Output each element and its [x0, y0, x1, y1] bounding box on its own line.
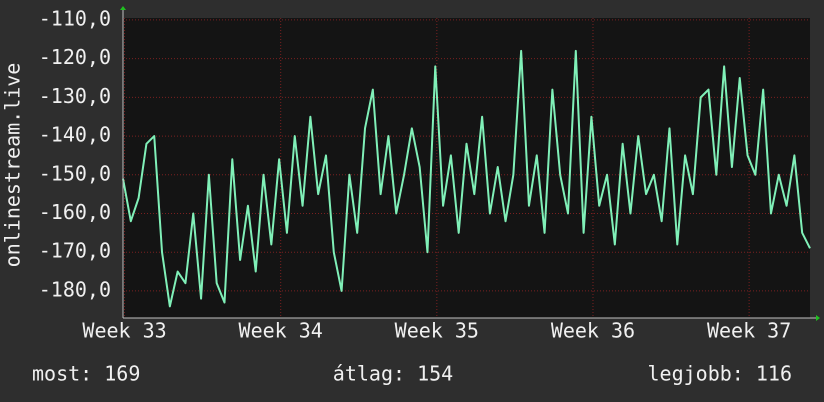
- x-tick-label: Week 34: [239, 319, 323, 343]
- y-tick-label: -140,0: [39, 123, 111, 147]
- x-tick-label: Week 35: [395, 319, 479, 343]
- footer-stat: átlag: 154: [333, 362, 453, 386]
- axis-arrow: [120, 6, 126, 10]
- footer-stat: most: 169: [32, 362, 140, 386]
- x-tick-label: Week 33: [82, 319, 166, 343]
- y-axis-label: onlinestream.live: [1, 63, 25, 268]
- y-tick-label: -150,0: [39, 161, 111, 185]
- y-tick-label: -130,0: [39, 84, 111, 108]
- y-tick-label: -170,0: [39, 239, 111, 263]
- y-tick-label: -120,0: [39, 45, 111, 69]
- y-tick-label: -110,0: [39, 6, 111, 30]
- axis-arrow: [816, 315, 820, 321]
- y-tick-label: -160,0: [39, 200, 111, 224]
- footer-stat: legjobb: 116: [648, 362, 793, 386]
- x-tick-label: Week 37: [707, 319, 791, 343]
- data-line: [122, 49, 811, 308]
- y-tick-label: -180,0: [39, 277, 111, 301]
- x-tick-label: Week 36: [551, 319, 635, 343]
